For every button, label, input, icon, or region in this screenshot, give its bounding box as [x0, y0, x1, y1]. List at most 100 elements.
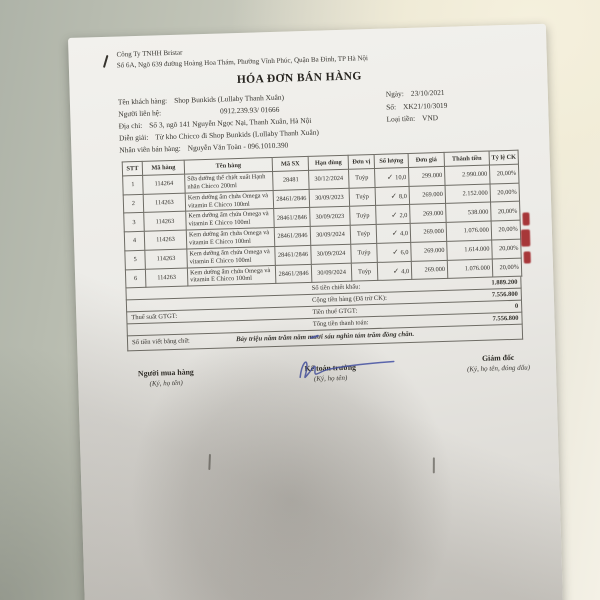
cell-han-dung: 30/09/2023 [309, 206, 351, 227]
cell-ma-sx: 28481 [272, 170, 310, 191]
cell-ma-sx: 28461/2846 [274, 226, 311, 247]
handwritten-check-icon: ✓ [391, 210, 398, 220]
cell-han-dung: 30/09/2023 [309, 187, 350, 208]
cell-ma-sx: 28461/2846 [274, 245, 312, 265]
cell-ty-le-ck: 20,00% [491, 238, 522, 259]
cell-han-dung: 30/12/2024 [308, 169, 350, 190]
contact-label: Người liên hệ: [118, 108, 162, 119]
amount-words-value: Bảy triệu năm trăm năm mươi sáu nghìn tá… [235, 330, 415, 343]
vat-label: Tiền thuế GTGT: [312, 307, 358, 316]
cell-ma-sx: 28461/2846 [273, 189, 310, 209]
cell-ty-le-ck: 20,00% [490, 182, 520, 203]
items-table: STT Mã hàng Tên hàng Mã SX Hạn dùng Đơn … [122, 150, 523, 289]
number-value: XK21/10/3019 [402, 100, 448, 111]
company-block: Công Ty TNHH Bristar Số 6A, Ngõ 639 đườn… [116, 37, 546, 71]
salesman-value: Nguyễn Văn Toàn - 096.1010.390 [187, 140, 289, 153]
date-value: 23/10/2021 [410, 87, 445, 98]
cell-don-gia: 269.000 [410, 222, 447, 243]
cell-ma-hang: 114263 [144, 248, 188, 269]
header-ty-le-ck: Tỷ lệ CK [489, 150, 519, 165]
cell-don-gia: 269.000 [411, 259, 448, 280]
red-ink-mark [522, 212, 530, 226]
discount-amount: 1.889.200 [491, 278, 518, 287]
currency-label: Loại tiền: [386, 113, 416, 124]
pen-stroke-mark [208, 453, 211, 471]
vat-rate-label: Thuế suất GTGT: [131, 312, 178, 321]
red-ink-mark [520, 229, 531, 247]
director-subtitle: (Ký, họ tên, đóng dấu) [466, 363, 531, 374]
pen-tick-mark [102, 54, 109, 68]
cell-so-luong: ✓ 8,0 [375, 186, 410, 206]
currency-value: VND [421, 113, 439, 123]
cell-ma-sx: 28461/2846 [275, 263, 312, 284]
cell-stt: 5 [124, 250, 146, 270]
cell-ma-hang: 114263 [144, 230, 187, 251]
cell-han-dung: 30/09/2024 [310, 225, 351, 246]
cell-don-gia: 269.000 [409, 203, 447, 224]
handwritten-check-icon: ✓ [386, 172, 394, 182]
invoice-meta: Ngày: 23/10/2021 Số: XK21/10/3019 Loại tiề… [386, 87, 448, 127]
header-ma-sx: Mã SX [272, 156, 309, 172]
customer-label: Tên khách hàng: [117, 96, 168, 107]
cell-stt: 4 [124, 231, 145, 251]
cell-don-gia: 269.000 [409, 185, 446, 205]
handwritten-check-icon: ✓ [392, 266, 400, 276]
cell-so-luong: ✓ 4,0 [376, 223, 411, 244]
cell-ty-le-ck: 20,00% [489, 164, 519, 184]
address-label: Địa chỉ: [118, 120, 143, 131]
cell-ma-hang: 114263 [143, 211, 187, 232]
cell-so-luong: ✓ 2,0 [375, 204, 411, 225]
cell-don-vi: Tuýp [351, 261, 378, 282]
cell-han-dung: 30/09/2024 [310, 243, 352, 264]
cell-han-dung: 30/09/2024 [311, 262, 352, 283]
cell-ma-hang: 114263 [143, 192, 186, 213]
header-thanh-tien: Thành tiền [444, 150, 490, 167]
cell-don-gia: 269.000 [410, 241, 448, 261]
cell-ma-sx: 28461/2846 [273, 207, 311, 228]
amount-words-label: Số tiền viết bằng chữ: [131, 337, 190, 346]
totals-section: Số tiền chiết khấu: 1.889.200 Cộng tiền … [125, 276, 524, 352]
handwritten-check-icon: ✓ [392, 247, 399, 257]
cell-ty-le-ck: 20,00% [491, 220, 521, 240]
invoice-paper: Công Ty TNHH Bristar Số 6A, Ngõ 639 đườn… [68, 23, 566, 600]
header-so-luong: Số lượng [374, 153, 409, 169]
date-label: Ngày: [385, 89, 404, 99]
cell-so-luong: ✓ 6,0 [376, 242, 412, 262]
cell-stt: 3 [123, 212, 145, 232]
cell-thanh-tien: 538.000 [445, 202, 492, 223]
cell-so-luong: ✓ 10,0 [374, 167, 410, 188]
director-signature-block: Giám đốc (Ký, họ tên, đóng dấu) [466, 353, 531, 374]
buyer-subtitle: (Ký, họ tên) [149, 378, 183, 388]
discount-label: Số tiền chiết khấu: [311, 283, 361, 292]
description-label: Diễn giải: [118, 132, 149, 143]
cell-stt: 6 [125, 268, 146, 289]
cell-thanh-tien: 1.076.000 [447, 258, 493, 279]
cell-ty-le-ck: 20,00% [492, 257, 522, 278]
invoice-info: Tên khách hàng: Shop Bunkids (Lullaby Tha… [118, 85, 525, 157]
cell-ten-hang: Kem dưỡng ẩm chứa Omega và vitamin E Chi… [187, 264, 276, 287]
handwritten-check-icon: ✓ [391, 228, 399, 238]
buyer-title: Người mua hàng [137, 367, 194, 379]
date-row: Ngày: 23/10/2021 [386, 87, 448, 101]
cell-stt: 2 [123, 193, 144, 214]
subtotal-amount: 7.556.800 [491, 290, 518, 299]
header-don-vi: Đơn vị [348, 154, 375, 170]
total-amount: 7.556.800 [492, 314, 519, 323]
handwritten-signature [299, 360, 395, 379]
currency-row: Loại tiền: VND [386, 112, 448, 126]
red-ink-mark [523, 251, 531, 264]
buyer-signature-block: Người mua hàng (Ký, họ tên) [138, 368, 194, 389]
header-ma-hang: Mã hàng [142, 160, 185, 176]
cell-ma-hang: 114263 [145, 267, 188, 288]
cell-ty-le-ck: 20,00% [490, 201, 521, 222]
total-label: Tổng tiền thanh toán: [312, 318, 369, 328]
contact-value: 0912.239.93/ 01666 [219, 104, 280, 116]
vat-amount: 0 [514, 302, 519, 310]
cell-don-vi: Tuýp [348, 168, 376, 188]
header-han-dung: Hạn dùng [308, 155, 349, 171]
cell-don-vi: Tuýp [349, 187, 376, 207]
handwritten-check-icon: ✓ [390, 191, 398, 201]
director-title: Giám đốc [481, 353, 515, 364]
pen-stroke-mark [432, 457, 435, 474]
